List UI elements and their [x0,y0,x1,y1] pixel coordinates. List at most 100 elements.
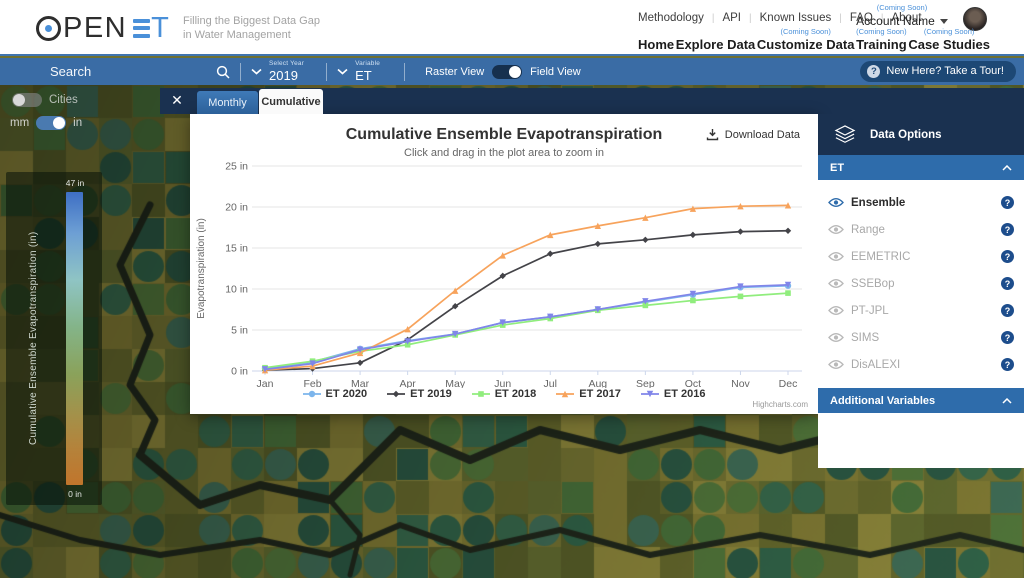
color-scale-bar [66,192,83,485]
nav-item-training[interactable]: (Coming Soon) Training [856,27,907,52]
chart-legend: ET 2020 ET 2019 ET 2018 ET 2017 ET 2016 [190,388,818,400]
nav-item-home[interactable]: Home [638,27,674,52]
svg-text:Jan: Jan [257,378,274,388]
cities-toggle[interactable] [12,93,42,107]
top-link-api[interactable]: API [722,12,742,24]
et-model-pt-jpl[interactable]: PT-JPL? [818,297,1024,324]
chevron-down-icon [251,68,262,75]
divider: | [749,12,752,24]
et-model-range[interactable]: Range? [818,216,1024,243]
section-et[interactable]: ET [818,155,1024,180]
et-model-eemetric[interactable]: EEMETRIC? [818,243,1024,270]
legend-item-et-2018[interactable]: ET 2018 [471,388,536,400]
nav-item-customize-data[interactable]: (Coming Soon) Customize Data [757,27,855,52]
tab-cumulative[interactable]: Cumulative [259,89,323,114]
svg-text:Jun: Jun [494,378,511,388]
legend-label: ET 2019 [410,388,452,400]
top-link-methodology[interactable]: Methodology [638,12,704,24]
year-label: Select Year [269,60,305,68]
et-model-sims[interactable]: SIMS? [818,324,1024,351]
legend-item-et-2019[interactable]: ET 2019 [387,388,452,400]
units-toggle[interactable] [36,116,67,130]
legend-label: ET 2020 [325,388,368,400]
download-data-button[interactable]: Download Data [706,128,800,141]
data-options-sidebar: Data Options ET Ensemble? Range? EEMETRIC?… [818,114,1024,468]
nav-item-explore-data[interactable]: Explore Data [676,27,755,52]
openet-logo[interactable]: PEN T [36,11,170,45]
chart-subtitle: Click and drag in the plot area to zoom … [404,147,604,159]
logo-t-text: T [151,11,170,44]
model-label: SIMS [851,331,880,344]
section-additional-variables[interactable]: Additional Variables [818,388,1024,413]
coming-soon-label: (Coming Soon) [923,27,975,36]
svg-text:Sep: Sep [636,378,655,388]
eye-icon [828,359,845,370]
take-tour-button[interactable]: ? New Here? Take a Tour! [860,60,1016,82]
avatar[interactable] [963,7,987,31]
svg-text:Feb: Feb [303,378,321,388]
svg-text:10 in: 10 in [225,284,248,296]
svg-text:Dec: Dec [779,378,798,388]
legend-label: ET 2017 [579,388,621,400]
field-view-label: Field View [530,65,581,78]
logo-e-icon [133,18,151,38]
nav-label: Case Studies [908,37,990,52]
variable-dropdown[interactable]: Variable ET [337,61,380,82]
svg-text:15 in: 15 in [225,243,248,255]
et-model-ensemble[interactable]: Ensemble? [818,189,1024,216]
help-icon[interactable]: ? [1001,196,1014,209]
unit-mm-label: mm [10,117,30,129]
nav-label: Explore Data [675,37,756,52]
chevron-down-icon [939,18,948,24]
coming-soon-label: (Coming Soon) [780,27,831,36]
top-link-about[interactable]: About [891,12,922,24]
chevron-up-icon [1002,397,1012,404]
svg-text:Apr: Apr [399,378,416,388]
help-icon[interactable]: ? [1001,331,1014,344]
close-icon[interactable]: ✕ [171,91,183,108]
top-link-known-issues[interactable]: Known Issues [759,12,832,24]
eye-icon [828,278,845,289]
sidebar-bottom-panel [818,413,1024,468]
help-icon[interactable]: ? [1001,223,1014,236]
chart-panel: Cumulative Ensemble Evapotranspiration C… [190,114,818,414]
search-icon[interactable] [216,65,230,79]
model-label: DisALEXI [851,358,901,371]
divider: | [839,12,842,24]
svg-text:25 in: 25 in [225,161,248,173]
svg-text:Nov: Nov [731,378,750,388]
help-icon[interactable]: ? [1001,277,1014,290]
eye-icon [828,251,845,262]
cumulative-chart[interactable]: 0 in 5 in 10 in 15 in 20 in 25 in Jan Feb Mar Apr… [190,158,818,388]
highcharts-credit: Highcharts.com [752,400,808,409]
unit-in-label: in [73,117,83,129]
svg-text:Jul: Jul [544,378,557,388]
help-icon[interactable]: ? [1001,304,1014,317]
eye-icon [828,332,845,343]
help-icon[interactable]: ? [1001,358,1014,371]
account-menu[interactable]: (Coming Soon) Account Name [843,3,961,28]
main-nav: Home Explore Data (Coming Soon) Customize D… [638,27,990,52]
top-link-faq[interactable]: FAQ [849,12,873,24]
svg-text:Aug: Aug [588,378,607,388]
legend-item-et-2017[interactable]: ET 2017 [556,388,621,400]
help-icon[interactable]: ? [1001,250,1014,263]
cities-label: Cities [49,94,78,106]
sidebar-header: Data Options [818,114,1024,155]
year-dropdown[interactable]: Select Year 2019 [251,61,304,82]
variable-label: Variable [355,60,381,68]
tab-monthly[interactable]: Monthly [197,91,258,114]
et-model-ssebop[interactable]: SSEBop? [818,270,1024,297]
legend-item-et-2016[interactable]: ET 2016 [640,388,705,400]
coming-soon-label [638,27,674,36]
search-input[interactable] [48,63,216,80]
divider: | [880,12,884,24]
layers-icon [834,124,856,143]
account-name: Account Name [856,14,935,28]
raster-field-toggle[interactable] [492,64,523,79]
nav-item-case-studies[interactable]: (Coming Soon) Case Studies [908,27,990,52]
legend-item-et-2020[interactable]: ET 2020 [302,388,368,400]
raster-view-label: Raster View [425,65,485,78]
et-model-disalexi[interactable]: DisALEXI? [818,351,1024,378]
